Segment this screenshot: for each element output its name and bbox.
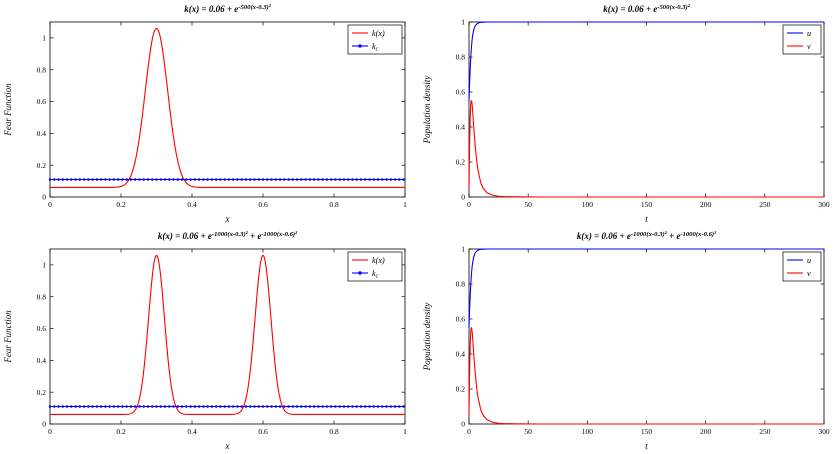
y-tick-label: 0.8 [456, 53, 466, 62]
chart-canvas-population-double: 0 50 100 150 200 250 300 0 0.2 0.4 0.6 0.8 1 k(x) = 0… [422, 231, 830, 451]
x-axis-label: x [225, 441, 230, 451]
x-tick-label: 0.2 [116, 427, 126, 436]
chart-canvas-fear-double: 0 0.2 0.4 0.6 0.8 1 0 0.2 0.4 0.6 0.8 1 k(x) = 0.06 … [3, 231, 407, 451]
x-tick-label: 250 [759, 200, 771, 209]
x-tick-label: 250 [759, 427, 771, 436]
series-v [468, 100, 824, 198]
legend-box [347, 24, 403, 55]
y-tick-label: 0 [42, 420, 46, 429]
y-tick-label: 0.4 [37, 356, 47, 365]
x-tick-label: 200 [700, 200, 712, 209]
x-tick-label: 1 [403, 200, 407, 209]
x-tick-label: 1 [403, 427, 407, 436]
y-tick-label: 0.2 [37, 161, 47, 170]
y-tick-label: 0.4 [37, 129, 47, 138]
x-tick-label: 300 [818, 427, 830, 436]
x-tick-label: 100 [582, 427, 594, 436]
legend-box [782, 24, 822, 55]
y-tick-label: 0.2 [456, 158, 466, 167]
axes-box [468, 21, 825, 198]
legend-label: k(x) [372, 256, 385, 265]
chart-title: k(x) = 0.06 + e-500(x-0.3)² [184, 4, 271, 14]
x-tick-label: 0 [467, 427, 471, 436]
y-tick-label: 1 [461, 245, 465, 254]
series-k_c-markers [48, 178, 405, 181]
chart-population-density-single: 0 50 100 150 200 250 300 0 0.2 0.4 0.6 0.8 1 k(x) = 0… [419, 0, 838, 227]
x-tick-label: 0 [48, 427, 52, 436]
y-axis-label: Fear Function [3, 310, 13, 364]
y-tick-label: 0.4 [456, 350, 466, 359]
x-tick-label: 50 [524, 427, 532, 436]
y-tick-label: 0 [42, 193, 46, 202]
x-tick-label: 0 [467, 200, 471, 209]
x-tick-label: 200 [700, 427, 712, 436]
legend-marker-sample [358, 44, 362, 48]
legend-label: v [807, 269, 811, 278]
axes-box [468, 248, 825, 425]
legend-box [782, 251, 822, 282]
y-tick-label: 0.4 [456, 123, 466, 132]
series-k(x) [50, 254, 405, 415]
x-tick-label: 100 [582, 200, 594, 209]
series-v [468, 327, 824, 425]
chart-canvas-population-single: 0 50 100 150 200 250 300 0 0.2 0.4 0.6 0.8 1 k(x) = 0… [422, 4, 830, 224]
y-tick-label: 0.8 [37, 292, 47, 301]
chart-title: k(x) = 0.06 + e-500(x-0.3)² [603, 4, 690, 14]
y-axis-label: Population density [422, 303, 432, 372]
chart-fear-function-single: 0 0.2 0.4 0.6 0.8 1 0 0.2 0.4 0.6 0.8 1 k(x) = 0.06 … [0, 0, 419, 227]
x-tick-label: 50 [524, 200, 532, 209]
x-tick-label: 0.2 [116, 200, 126, 209]
series-k(x) [50, 27, 405, 188]
chart-title: k(x) = 0.06 + e-1000(x-0.3)² + e-1000(x-… [577, 231, 717, 241]
legend-label: k(x) [372, 29, 385, 38]
x-tick-label: 0.4 [187, 200, 197, 209]
axes-box [49, 248, 406, 425]
x-tick-label: 0.8 [329, 200, 339, 209]
x-tick-label: 0.6 [258, 427, 268, 436]
legend-label: kc [372, 269, 379, 280]
x-axis-label: t [645, 441, 648, 451]
y-tick-label: 0.8 [456, 280, 466, 289]
y-tick-label: 0.6 [37, 97, 47, 106]
x-tick-label: 0.8 [329, 427, 339, 436]
y-tick-label: 0 [461, 193, 465, 202]
series-u [468, 21, 824, 101]
legend-label: u [807, 29, 811, 38]
y-tick-label: 1 [461, 18, 465, 27]
x-tick-label: 0.6 [258, 200, 268, 209]
series-k_c-markers [48, 405, 405, 408]
y-tick-label: 0.2 [456, 385, 466, 394]
legend-label: u [807, 256, 811, 265]
x-tick-label: 0 [48, 200, 52, 209]
x-tick-label: 300 [818, 200, 830, 209]
y-tick-label: 0.6 [456, 88, 466, 97]
chart-canvas-fear-single: 0 0.2 0.4 0.6 0.8 1 0 0.2 0.4 0.6 0.8 1 k(x) = 0.06 … [3, 4, 407, 224]
y-axis-label: Fear Function [3, 83, 13, 137]
chart-fear-function-double: 0 0.2 0.4 0.6 0.8 1 0 0.2 0.4 0.6 0.8 1 k(x) = 0.06 … [0, 227, 419, 454]
y-tick-label: 0.8 [37, 65, 47, 74]
x-tick-label: 150 [641, 200, 653, 209]
x-tick-label: 150 [641, 427, 653, 436]
series-u [468, 248, 824, 328]
x-axis-label: t [645, 214, 648, 224]
chart-title: k(x) = 0.06 + e-1000(x-0.3)² + e-1000(x-… [158, 231, 298, 241]
legend-marker-sample [358, 271, 362, 275]
y-tick-label: 1 [42, 261, 46, 270]
y-tick-label: 0.6 [456, 315, 466, 324]
axes-box [49, 21, 406, 198]
y-tick-label: 0.2 [37, 388, 47, 397]
chart-population-density-double: 0 50 100 150 200 250 300 0 0.2 0.4 0.6 0.8 1 k(x) = 0… [419, 227, 838, 454]
y-tick-label: 0.6 [37, 324, 47, 333]
x-axis-label: x [225, 214, 230, 224]
x-tick-label: 0.4 [187, 427, 197, 436]
y-axis-label: Population density [422, 76, 432, 145]
legend-label: v [807, 42, 811, 51]
legend-label: kc [372, 42, 379, 53]
legend-box [347, 251, 403, 282]
y-tick-label: 1 [42, 34, 46, 43]
y-tick-label: 0 [461, 420, 465, 429]
